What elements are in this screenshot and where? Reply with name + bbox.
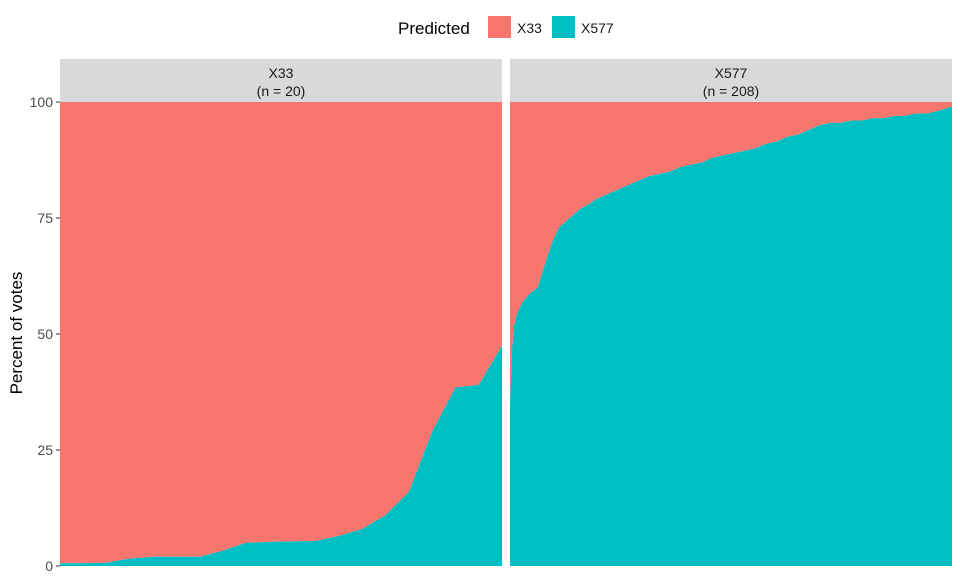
legend-title: Predicted [398, 19, 470, 38]
strip-subtitle-x33: (n = 20) [257, 83, 306, 99]
area-series-x33 [510, 102, 952, 404]
area-series-x577 [510, 106, 952, 566]
y-tick-label: 25 [37, 442, 53, 458]
legend: Predicted X33 X577 [398, 16, 614, 38]
strip-title-x33: X33 [269, 65, 294, 81]
y-tick-label: 75 [37, 210, 53, 226]
legend-label-x577: X577 [581, 20, 614, 36]
y-tick-label: 50 [37, 326, 53, 342]
legend-key-x33 [488, 16, 511, 38]
area-series-x33 [60, 102, 502, 564]
y-axis: 0 25 50 75 100 [30, 94, 60, 574]
y-tick-label: 100 [30, 94, 54, 110]
panel-x33: X33 (n = 20) [60, 59, 502, 566]
legend-label-x33: X33 [517, 20, 542, 36]
strip-x577 [510, 59, 952, 102]
strip-title-x577: X577 [715, 65, 748, 81]
strip-subtitle-x577: (n = 208) [703, 83, 759, 99]
y-tick-label: 0 [45, 558, 53, 574]
strip-x33 [60, 59, 502, 102]
area-series-x577 [60, 345, 502, 566]
panel-x577: X577 (n = 208) [510, 59, 952, 566]
legend-key-x577 [552, 16, 575, 38]
y-axis-title: Percent of votes [7, 272, 26, 395]
